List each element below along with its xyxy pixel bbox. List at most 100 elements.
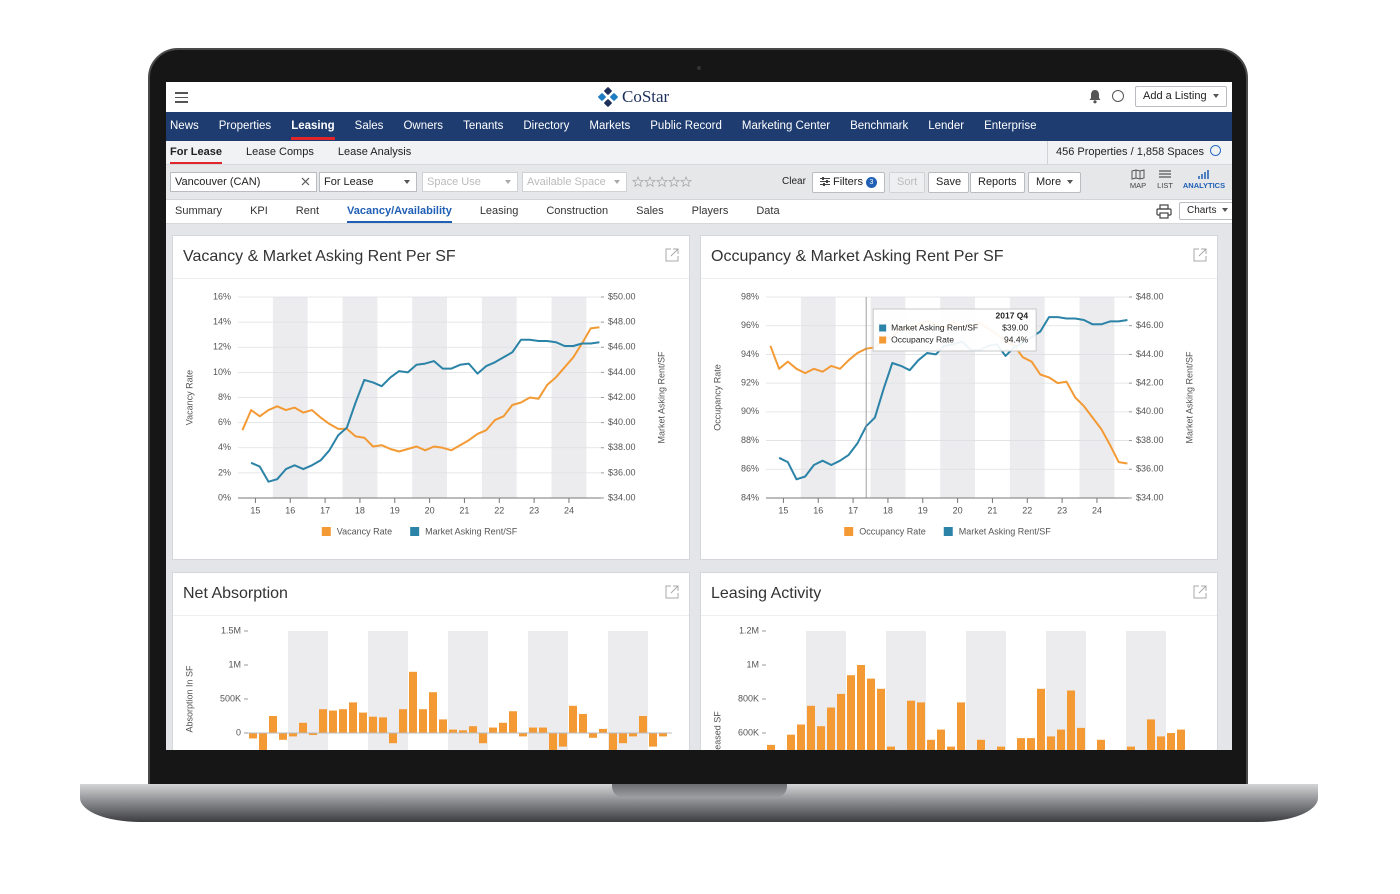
y2-tick-label: $46.00: [608, 342, 636, 352]
nav-item[interactable]: Leasing: [291, 112, 336, 141]
sub-nav-item[interactable]: Lease Analysis: [337, 146, 412, 158]
year-band: [1079, 297, 1115, 498]
x-tick-label: 23: [529, 505, 539, 515]
bar: [499, 722, 507, 733]
bar: [1077, 727, 1085, 750]
add-listing-button[interactable]: Add a Listing: [1135, 86, 1227, 107]
main-nav: News Properties Leasing Sales Owners Tenants D…: [166, 112, 1232, 141]
y2-tick-label: $44.00: [1136, 349, 1164, 359]
y-tick-label: 500K: [220, 693, 241, 703]
nav-item[interactable]: News: [170, 120, 199, 132]
bar: [1047, 736, 1055, 750]
nav-item[interactable]: Directory: [523, 120, 570, 132]
bar: [569, 705, 577, 733]
nav-item[interactable]: Tenants: [463, 120, 504, 132]
sort-button[interactable]: Sort: [889, 172, 926, 193]
tab-item[interactable]: Vacancy/Availability: [347, 200, 452, 223]
expand-icon: [1193, 248, 1207, 262]
menu-button[interactable]: [175, 92, 188, 106]
tab-items: Summary KPI Rent Vacancy/Availability Leasin…: [166, 200, 1232, 223]
tooltip-title: 2017 Q4: [996, 310, 1029, 320]
bar: [429, 692, 437, 733]
expand-button[interactable]: [665, 585, 679, 602]
bar: [907, 700, 915, 750]
rating-stars[interactable]: [632, 176, 696, 188]
tab-item[interactable]: Players: [691, 205, 729, 217]
analytics-view[interactable]: ANALYTICS: [1179, 169, 1229, 190]
logo[interactable]: CoStar: [598, 87, 669, 107]
sub-nav: For Lease Lease Comps Lease Analysis 456 P…: [166, 141, 1232, 165]
tab-item[interactable]: KPI: [250, 205, 268, 217]
expand-button[interactable]: [665, 248, 679, 265]
sub-nav-items: For Lease Lease Comps Lease Analysis: [166, 141, 1232, 164]
tab-item[interactable]: Summary: [175, 205, 223, 217]
x-tick-label: 24: [1092, 505, 1102, 515]
x-tick-label: 20: [425, 505, 435, 515]
help[interactable]: [1112, 90, 1124, 102]
available-space-select[interactable]: Available Space: [522, 172, 627, 192]
reports-button[interactable]: Reports: [970, 172, 1025, 193]
map-view[interactable]: MAP: [1123, 169, 1153, 190]
x-tick-label: 19: [390, 505, 400, 515]
bar: [489, 727, 497, 733]
tab-item[interactable]: Data: [756, 205, 780, 217]
filters-button[interactable]: Filters 3: [812, 172, 885, 193]
bar: [529, 727, 537, 733]
bar: [1037, 688, 1045, 750]
chart: 0 500K 1M 1.5M Absorption In SF: [184, 625, 672, 750]
save-button[interactable]: Save: [928, 172, 970, 193]
bar: [837, 693, 845, 750]
y-tick-label: 16%: [213, 291, 231, 301]
bar: [1097, 739, 1105, 750]
tab-item[interactable]: Construction: [546, 205, 609, 217]
tab-bar: Summary KPI Rent Vacancy/Availability Leasin…: [166, 200, 1232, 224]
nav-item[interactable]: Owners: [403, 120, 444, 132]
x-tick-label: 24: [564, 505, 574, 515]
nav-item[interactable]: Public Record: [650, 120, 722, 132]
bar: [867, 678, 875, 750]
legend-swatch: [410, 527, 420, 536]
filters-label: Filters: [833, 176, 863, 188]
info-icon[interactable]: [1209, 145, 1221, 156]
charts-button[interactable]: Charts: [1179, 202, 1232, 220]
nav-item[interactable]: Enterprise: [984, 120, 1037, 132]
sub-nav-item[interactable]: Lease Comps: [245, 146, 314, 158]
bar: [249, 733, 257, 739]
bar: [629, 733, 637, 737]
sub-nav-item[interactable]: For Lease: [170, 141, 222, 164]
chart-title: Leasing Activity: [711, 585, 822, 602]
bar: [609, 733, 617, 750]
listing-type-select[interactable]: For Lease: [319, 172, 417, 192]
market-input[interactable]: Vancouver (CAN): [170, 172, 317, 192]
tab-item[interactable]: Sales: [636, 205, 664, 217]
tooltip-box: [872, 308, 1037, 352]
nav-item[interactable]: Lender: [928, 120, 965, 132]
list-view[interactable]: LIST: [1150, 169, 1180, 190]
more-button[interactable]: More: [1028, 172, 1082, 193]
print-button[interactable]: [1156, 204, 1172, 219]
space-use-placeholder: Space Use: [427, 176, 481, 188]
clear-button[interactable]: Clear: [782, 176, 806, 187]
bar: [369, 716, 377, 733]
expand-button[interactable]: [1193, 585, 1207, 602]
tooltip-name: Market Asking Rent/SF: [891, 322, 978, 332]
tooltip-swatch: [879, 324, 887, 332]
clear-market[interactable]: [301, 177, 310, 186]
nav-item[interactable]: Marketing Center: [741, 120, 831, 132]
market-value: Vancouver (CAN): [175, 176, 261, 188]
nav-item[interactable]: Properties: [218, 120, 272, 132]
nav-item[interactable]: Markets: [589, 120, 631, 132]
year-band: [1126, 631, 1166, 750]
y2-tick-label: $40.00: [608, 417, 636, 427]
y2-axis-label: Market Asking Rent/SF: [656, 351, 666, 444]
nav-item[interactable]: Benchmark: [850, 120, 909, 132]
tab-item[interactable]: Leasing: [479, 205, 519, 217]
tab-item[interactable]: Rent: [295, 205, 320, 217]
nav-item[interactable]: Sales: [354, 120, 384, 132]
legend-swatch: [321, 527, 331, 536]
expand-button[interactable]: [1193, 248, 1207, 265]
notifications[interactable]: [1088, 89, 1102, 104]
space-use-select[interactable]: Space Use: [422, 172, 518, 192]
x-tick-label: 20: [953, 505, 963, 515]
bar: [269, 716, 277, 733]
